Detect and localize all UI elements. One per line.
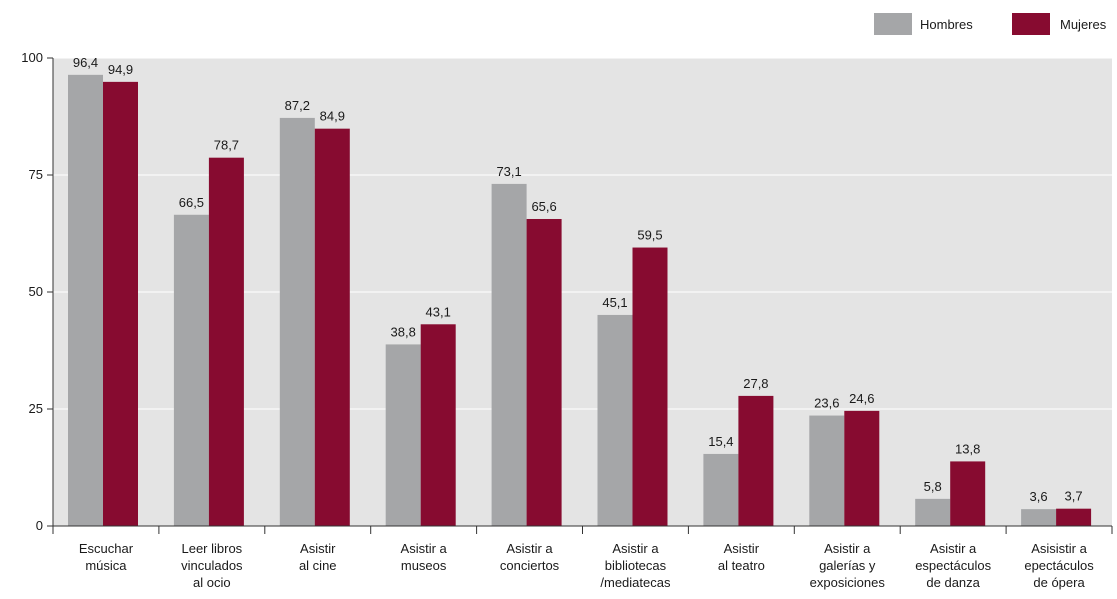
y-tick-label: 100 [21, 50, 43, 65]
category-label-line: galerías y [819, 558, 876, 573]
category-label-line: Asisistir a [1031, 541, 1087, 556]
bar-mujeres[interactable] [420, 324, 456, 526]
category-label-line: museos [401, 558, 447, 573]
category-label-line: Asistir a [930, 541, 977, 556]
category-label-line: Escuchar [79, 541, 134, 556]
value-label-mujeres: 59,5 [637, 228, 662, 243]
bar-hombres[interactable] [809, 415, 845, 526]
category-label: Asistir a espectáculos de danza [915, 541, 991, 590]
category-label-line: Asistir a [506, 541, 553, 556]
y-tick-label: 25 [29, 401, 43, 416]
category-label-line: música [85, 558, 127, 573]
bar-mujeres[interactable] [103, 81, 138, 527]
value-label-mujeres: 84,9 [320, 109, 345, 124]
category-label-line: al cine [299, 558, 337, 573]
category-label: Asistir al teatro [718, 541, 765, 573]
bar-hombres[interactable] [703, 453, 739, 526]
value-label-hombres: 38,8 [391, 324, 416, 339]
value-label-hombres: 45,1 [602, 295, 627, 310]
category-label-line: espectáculos [915, 558, 991, 573]
value-label-hombres: 23,6 [814, 396, 839, 411]
value-label-hombres: 73,1 [496, 164, 521, 179]
bar-mujeres[interactable] [314, 128, 350, 526]
category-label-line: al teatro [718, 558, 765, 573]
value-label-mujeres: 94,9 [108, 62, 133, 77]
legend-label-hombres[interactable]: Hombres [920, 17, 973, 32]
category-label-line: Asistir a [612, 541, 659, 556]
value-label-hombres: 5,8 [924, 479, 942, 494]
bar-mujeres[interactable] [208, 157, 244, 526]
category-label-line: de ópera [1033, 575, 1085, 590]
bar-hombres[interactable] [597, 314, 633, 526]
bar-hombres[interactable] [279, 117, 315, 527]
category-label-line: Asistir a [824, 541, 871, 556]
y-tick-label: 0 [36, 518, 43, 533]
value-label-mujeres: 43,1 [426, 304, 451, 319]
legend-swatch-hombres[interactable] [874, 13, 912, 35]
category-label: Asistir a conciertos [500, 541, 560, 573]
category-label-line: Leer libros [181, 541, 242, 556]
category-label-line: /mediatecas [600, 575, 671, 590]
category-label: Leer libros vinculados al ocio [181, 541, 243, 590]
category-label: Escuchar música [79, 541, 134, 573]
bar-mujeres[interactable] [738, 395, 774, 526]
category-label-line: de danza [926, 575, 980, 590]
bar-hombres[interactable] [385, 344, 421, 526]
category-label-line: al ocio [193, 575, 231, 590]
bar-hombres[interactable] [173, 214, 209, 526]
category-label-line: exposiciones [810, 575, 886, 590]
category-label: Asistir a bibliotecas/mediatecas [600, 541, 671, 590]
bar-hombres[interactable] [491, 183, 527, 526]
bar-hombres[interactable] [915, 498, 951, 526]
category-label: Asistir a museos [401, 541, 448, 573]
bar-mujeres[interactable] [632, 247, 668, 527]
value-label-hombres: 96,4 [73, 55, 98, 70]
category-label-line: bibliotecas [605, 558, 667, 573]
bar-hombres[interactable] [68, 74, 103, 527]
value-label-mujeres: 65,6 [531, 199, 556, 214]
category-label: Asistir al cine [299, 541, 337, 573]
category-label-line: epectáculos [1024, 558, 1094, 573]
category-label-line: vinculados [181, 558, 243, 573]
legend-label-mujeres[interactable]: Mujeres [1060, 17, 1107, 32]
y-tick-label: 50 [29, 284, 43, 299]
value-label-mujeres: 13,8 [955, 441, 980, 456]
category-label-line: Asistir a [401, 541, 448, 556]
category-label-line: Asistir [300, 541, 336, 556]
value-label-hombres: 15,4 [708, 434, 733, 449]
value-label-hombres: 3,6 [1030, 489, 1048, 504]
value-label-mujeres: 24,6 [849, 391, 874, 406]
category-label: Asistir a galerías y exposiciones [810, 541, 886, 590]
value-label-mujeres: 27,8 [743, 376, 768, 391]
bar-hombres[interactable] [1021, 509, 1057, 526]
bar-mujeres[interactable] [844, 410, 880, 526]
category-label-line: Asistir [724, 541, 760, 556]
value-label-hombres: 66,5 [179, 195, 204, 210]
bar-mujeres[interactable] [1056, 508, 1092, 526]
category-label-line: conciertos [500, 558, 560, 573]
category-label: Asisistir a epectáculos de ópera [1024, 541, 1094, 590]
value-label-mujeres: 3,7 [1065, 489, 1083, 504]
value-label-hombres: 87,2 [285, 98, 310, 113]
y-tick-label: 75 [29, 167, 43, 182]
bar-mujeres[interactable] [950, 461, 986, 526]
value-label-mujeres: 78,7 [214, 138, 239, 153]
bar-mujeres[interactable] [526, 218, 562, 526]
legend-swatch-mujeres[interactable] [1012, 13, 1050, 35]
